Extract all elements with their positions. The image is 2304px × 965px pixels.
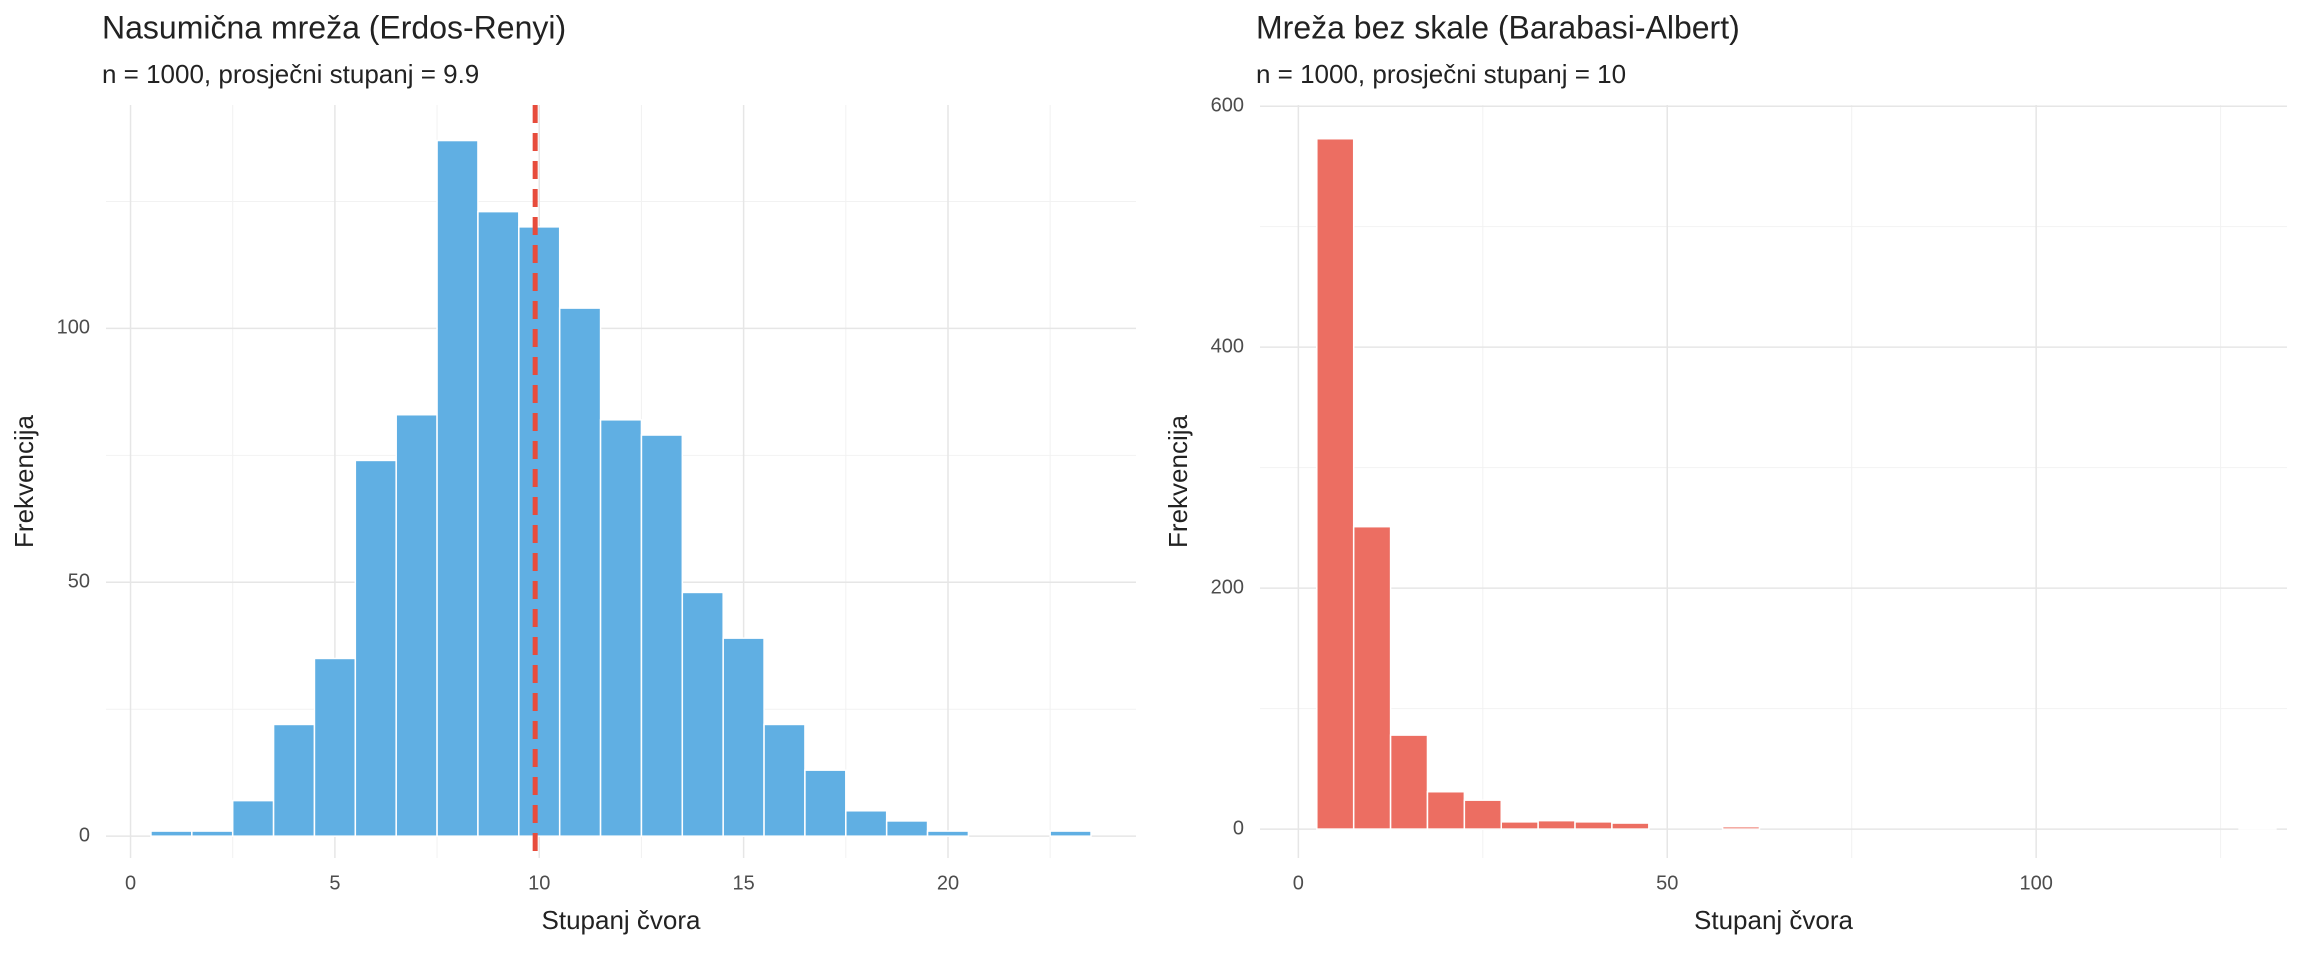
y-tick-label: 50: [68, 571, 90, 593]
x-tick-label: 0: [1293, 872, 1304, 894]
x-tick-label: 10: [528, 872, 550, 894]
bar: [518, 226, 561, 837]
bar: [191, 830, 234, 837]
bar: [804, 769, 847, 837]
bar: [599, 419, 643, 837]
bar: [1574, 821, 1613, 830]
bar: [1352, 525, 1392, 830]
bar: [681, 591, 724, 837]
y-axis-label: Frekvencija: [1163, 414, 1193, 547]
bar: [2238, 827, 2277, 830]
bar: [477, 210, 520, 837]
y-tick-label: 400: [1211, 335, 1244, 357]
bar: [1316, 137, 1355, 830]
bar: [150, 830, 193, 837]
y-tick-label: 100: [57, 317, 90, 339]
chart-subtitle: n = 1000, prosječni stupanj = 9.9: [102, 59, 479, 89]
y-tick-label: 0: [79, 824, 90, 846]
x-tick-label: 0: [125, 872, 136, 894]
bar: [763, 723, 806, 837]
bar: [885, 820, 929, 837]
bar: [926, 830, 970, 837]
bar: [1500, 821, 1539, 830]
y-tick-label: 600: [1211, 94, 1244, 116]
bar: [354, 459, 397, 837]
bar: [1426, 790, 1466, 830]
x-tick-label: 20: [937, 872, 959, 894]
bar: [845, 810, 888, 837]
chart-subtitle: n = 1000, prosječni stupanj = 10: [1256, 59, 1626, 89]
bar: [1389, 734, 1429, 830]
x-tick-label: 100: [2019, 872, 2052, 894]
bar: [1721, 825, 1761, 830]
bar: [1463, 799, 1503, 830]
y-tick-label: 0: [1233, 817, 1244, 839]
bar: [272, 723, 316, 837]
x-tick-label: 50: [1656, 872, 1678, 894]
bar: [231, 799, 275, 837]
bar: [640, 434, 684, 837]
bar: [558, 307, 602, 837]
bar: [1611, 822, 1650, 830]
chart-title: Nasumična mreža (Erdos-Renyi): [102, 9, 566, 45]
x-axis-label: Stupanj čvora: [1694, 905, 1854, 935]
bar: [1537, 819, 1576, 830]
bar: [313, 657, 357, 837]
bar: [436, 139, 479, 837]
x-axis-label: Stupanj čvora: [542, 905, 702, 935]
y-axis-label: Frekvencija: [9, 414, 39, 547]
bar: [1049, 830, 1092, 837]
x-tick-label: 15: [732, 872, 754, 894]
chart-title: Mreža bez skale (Barabasi-Albert): [1256, 9, 1740, 45]
y-tick-label: 200: [1211, 576, 1244, 598]
bar: [395, 413, 438, 837]
bar: [722, 637, 765, 837]
x-tick-label: 5: [329, 872, 340, 894]
